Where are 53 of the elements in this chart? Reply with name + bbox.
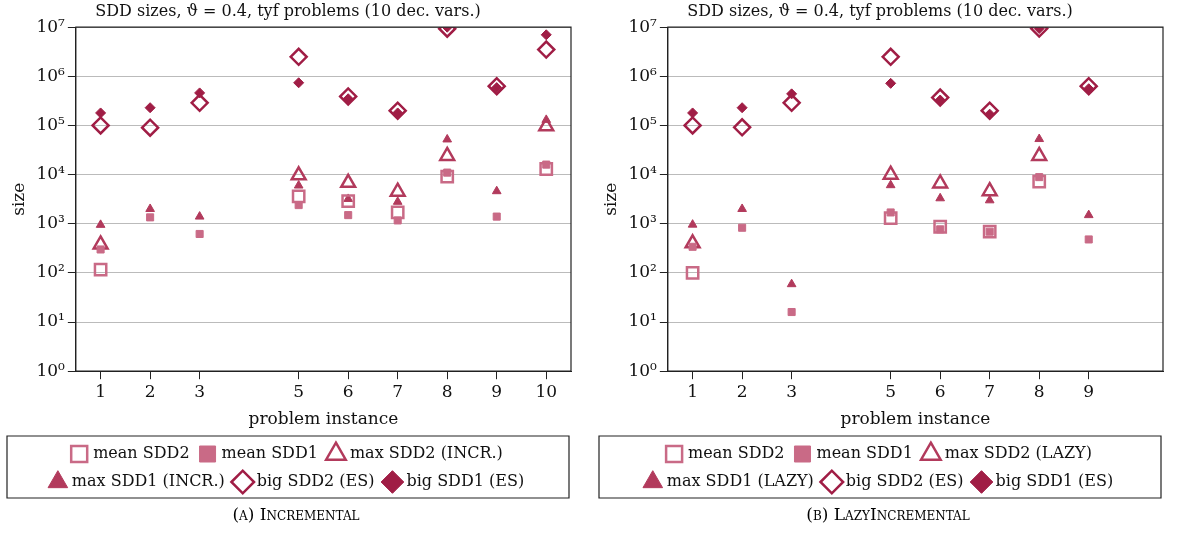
legend-label: big SDD2 (ES) — [256, 471, 375, 491]
x-tick-label: 3 — [786, 380, 798, 401]
y-tick-label: 10² — [628, 261, 657, 282]
y-tick-label: 10⁵ — [628, 113, 658, 134]
x-tick-label: 3 — [194, 380, 206, 401]
text: (a) Incremental — [232, 504, 360, 524]
legend-label: big SDD1 (ES) — [406, 471, 525, 491]
x-tick-label: 5 — [885, 380, 897, 401]
x-tick-label: 2 — [144, 380, 156, 401]
x-tick-label: 8 — [441, 380, 453, 401]
legend-label: mean SDD1 — [816, 443, 913, 463]
legend-label: mean SDD1 — [221, 443, 318, 463]
legend-label: max SDD1 (INCR.) — [71, 471, 225, 491]
x-tick-label: 9 — [1083, 380, 1095, 401]
text: (b) LazyIncremental — [806, 504, 970, 524]
y-tick-label: 10⁷ — [628, 15, 658, 36]
chart-title: SDD sizes, ϑ = 0.4, tyf problems (10 dec. vars.) — [687, 0, 1073, 20]
x-tick-label: 7 — [984, 380, 996, 401]
y-tick-label: 10¹ — [628, 310, 657, 331]
x-tick-label: 7 — [392, 380, 404, 401]
x-axis-title: problem instance — [248, 408, 399, 429]
legend-label: big SDD1 (ES) — [995, 471, 1114, 491]
y-tick-label: 10³ — [628, 212, 657, 233]
y-tick-label: 10⁰ — [36, 359, 66, 380]
x-tick-label: 1 — [687, 380, 699, 401]
y-tick-label: 10² — [36, 261, 65, 282]
x-tick-label: 5 — [293, 380, 305, 401]
y-tick-label: 10⁴ — [36, 163, 66, 184]
y-tick-label: 10⁷ — [36, 15, 66, 36]
y-axis-title: size — [599, 182, 620, 216]
x-tick-label: 10 — [535, 380, 558, 401]
y-tick-label: 10³ — [36, 212, 65, 233]
y-tick-label: 10¹ — [36, 310, 65, 331]
legend-label: mean SDD2 — [688, 443, 785, 463]
x-tick-label: 9 — [491, 380, 503, 401]
x-axis-title: problem instance — [840, 408, 991, 429]
y-tick-label: 10⁶ — [36, 64, 66, 85]
x-tick-label: 1 — [95, 380, 107, 401]
legend-label: mean SDD2 — [93, 443, 190, 463]
legend-label: max SDD2 (INCR.) — [349, 443, 503, 463]
x-tick-label: 2 — [736, 380, 748, 401]
legend-label: big SDD2 (ES) — [845, 471, 964, 491]
y-tick-label: 10⁵ — [36, 113, 66, 134]
legend-label: max SDD1 (LAZY) — [666, 471, 814, 491]
x-tick-label: 8 — [1033, 380, 1045, 401]
legend-label: max SDD2 (LAZY) — [944, 443, 1092, 463]
y-tick-label: 10⁰ — [628, 359, 658, 380]
y-tick-label: 10⁶ — [628, 64, 658, 85]
chart-title: SDD sizes, ϑ = 0.4, tyf problems (10 dec. vars.) — [95, 0, 481, 20]
y-axis-title: size — [7, 182, 28, 216]
x-tick-label: 6 — [934, 380, 946, 401]
x-tick-label: 6 — [342, 380, 354, 401]
y-tick-label: 10⁴ — [628, 163, 658, 184]
